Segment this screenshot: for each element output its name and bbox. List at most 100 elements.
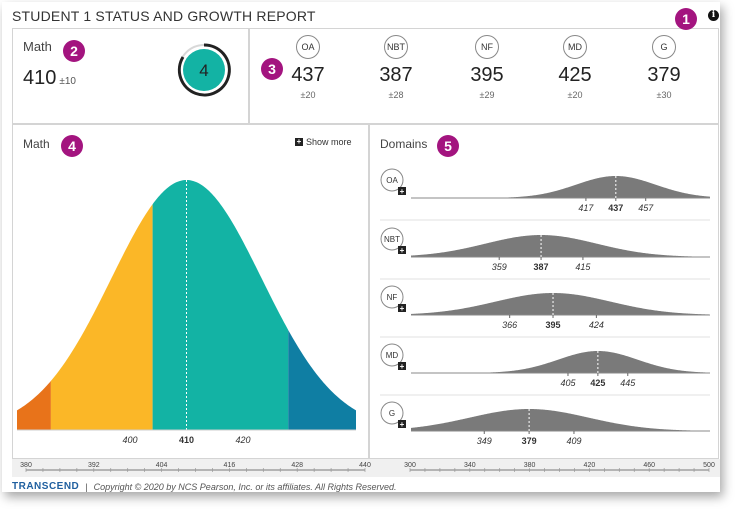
domain-summary-panel: OA 437 ±20 NBT 387 ±28 NF 395 ±29 MD 425 ±20 G 379 ±30 [249, 28, 719, 124]
axis-tick-label: 340 [464, 462, 476, 469]
domain-code-circle[interactable] [380, 401, 404, 425]
domain-label-low: 405 [560, 378, 576, 388]
summary-panel: Math 410 ±10 4 [12, 28, 249, 124]
domain-score: 395 [470, 64, 504, 86]
domain-row-nbt: NBT+359 387 415 [380, 227, 710, 272]
domain-row-g: G +349 379 409 [380, 401, 710, 446]
axis-tick-label: 380 [20, 462, 32, 469]
domain-label-high: 445 [620, 378, 636, 388]
domain-code-circle[interactable]: MD [563, 35, 587, 59]
domain-sem: ±28 [388, 90, 404, 100]
math-label-low: 400 [122, 435, 137, 445]
domain-summary-nf: NF 395 ±29 [457, 29, 517, 100]
domain-sem: ±20 [567, 90, 583, 100]
domain-label-high: 409 [566, 436, 581, 446]
summary-score: 410 ±10 [23, 67, 76, 90]
domain-code-circle[interactable]: G [652, 35, 676, 59]
domain-label-low: 366 [502, 320, 517, 330]
domain-label-low: 359 [492, 262, 507, 272]
domain-code-circle[interactable]: OA [296, 35, 320, 59]
performance-level-dial: 4 [177, 43, 231, 97]
math-label-mean: 410 [179, 435, 194, 445]
domain-code-circle[interactable] [380, 285, 404, 309]
domain-label-high: 457 [638, 203, 654, 213]
domain-score: 425 [558, 64, 592, 86]
domain-label-score: 395 [546, 320, 561, 330]
plus-icon: + [400, 420, 405, 429]
math-panel-title: Math [23, 137, 50, 151]
domain-curve [411, 176, 710, 198]
domain-row-nf: NF+366 395 424 [380, 285, 710, 330]
domain-label-score: 437 [608, 203, 623, 213]
domain-expand-icon[interactable] [398, 304, 406, 312]
domain-code-circle[interactable]: NF [475, 35, 499, 59]
domain-sem: ±30 [656, 90, 672, 100]
domain-label-score: 425 [590, 378, 605, 388]
domain-label-high: 424 [589, 320, 604, 330]
summary-subject: Math [23, 39, 52, 54]
axis-tick-label: 392 [88, 462, 100, 469]
axis-tick-label: 300 [404, 462, 416, 469]
domain-code-label: OA [386, 176, 398, 185]
score-axis-strip: 380 392 404 416 428 440 300 340 380 420 460 500 [12, 459, 720, 477]
footer: TRANSCEND | Copyright © 2020 by NCS Pear… [12, 481, 397, 492]
plus-icon: + [400, 362, 405, 371]
axis-strip-bg [12, 459, 720, 477]
domain-expand-icon[interactable] [398, 362, 406, 370]
plus-icon: + [400, 246, 405, 255]
domain-label-score: 387 [534, 262, 549, 272]
callout-badge-1: 1 [675, 8, 697, 30]
callout-badge-4: 4 [61, 135, 83, 157]
domain-curve [411, 235, 710, 257]
domain-expand-icon[interactable] [398, 420, 406, 428]
domain-row-md: MD+405 425 445 [380, 343, 710, 388]
domain-label-low: 417 [578, 203, 594, 213]
domain-code-circle[interactable] [380, 227, 404, 251]
domain-score: 437 [291, 64, 325, 86]
axis-tick-label: 428 [291, 462, 303, 469]
transcend-logo: TRANSCEND [12, 481, 80, 492]
math-band-2 [152, 180, 289, 430]
axis-tick-label: 416 [224, 462, 236, 469]
report-title: STUDENT 1 STATUS AND GROWTH REPORT [12, 8, 316, 24]
domain-summary-g: G 379 ±30 [634, 29, 694, 100]
summary-score-sem: ±10 [59, 76, 76, 87]
plus-icon: + [295, 137, 303, 146]
domain-expand-icon[interactable] [398, 246, 406, 254]
plus-icon: + [400, 187, 405, 196]
domain-score: 387 [379, 64, 413, 86]
domain-row-oa: OA+417 437 457 [380, 168, 710, 213]
axis-tick-label: 500 [703, 462, 715, 469]
axis-tick-label: 404 [156, 462, 168, 469]
performance-level-value: 4 [199, 61, 208, 80]
domain-code-label: NF [387, 293, 398, 302]
callout-badge-2: 2 [63, 40, 85, 62]
show-more-button[interactable]: + Show more [295, 137, 352, 147]
domain-summary-nbt: NBT 387 ±28 [366, 29, 426, 100]
axis-tick-label: 460 [643, 462, 655, 469]
info-icon[interactable]: i [708, 10, 719, 21]
math-band-0 [17, 380, 51, 430]
domain-summary-oa: OA 437 ±20 [278, 29, 338, 100]
domain-code-label: G [389, 409, 395, 418]
domain-code-circle[interactable] [380, 168, 404, 192]
plus-icon: + [400, 304, 405, 313]
domain-label-high: 415 [575, 262, 591, 272]
domain-sem: ±20 [300, 90, 316, 100]
math-distribution-panel: Math + Show more 400 410 420 [12, 124, 369, 459]
math-band-3 [288, 329, 356, 430]
math-distribution-chart: 400 410 420 [17, 180, 356, 445]
domain-code-circle[interactable] [380, 343, 404, 367]
domain-expand-icon[interactable] [398, 187, 406, 195]
domain-code-circle[interactable]: NBT [384, 35, 408, 59]
domains-distribution-panel: Domains OA +417 437 457 NBT +359 387 415 NF +366 3… [369, 124, 719, 459]
domain-curve [411, 409, 710, 431]
domain-code-label: MD [386, 351, 399, 360]
math-label-high: 420 [235, 435, 250, 445]
axis-tick-label: 380 [524, 462, 536, 469]
report-frame: STUDENT 1 STATUS AND GROWTH REPORT i Mat… [2, 2, 720, 492]
domain-summary-md: MD 425 ±20 [545, 29, 605, 100]
domains-panel-title: Domains [380, 137, 428, 151]
callout-badge-3: 3 [261, 58, 283, 80]
